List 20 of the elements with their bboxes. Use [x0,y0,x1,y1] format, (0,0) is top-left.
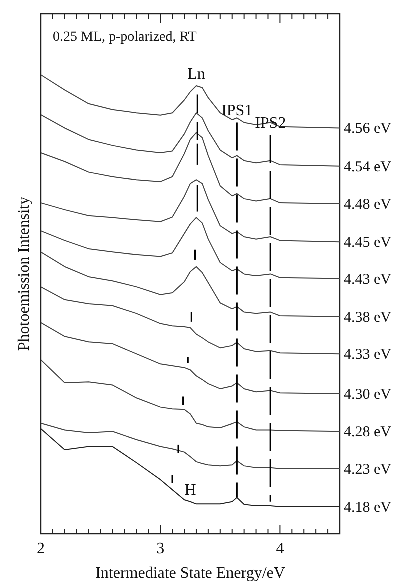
annotation: H [184,482,197,499]
x-tick-label: 4 [276,540,284,558]
annotation: Ln [188,66,206,84]
series-label: 4.33 eV [344,347,392,364]
series-label: 4.45 eV [344,235,392,252]
series-label: 4.54 eV [344,159,392,176]
y-axis-title: Photoemission Intensity [16,196,33,352]
x-axis-title: Intermediate State Energy/eV [96,565,286,582]
series-label: 4.23 eV [344,462,392,478]
series-label: 4.28 eV [344,424,392,441]
annotation: IPS1 [222,102,253,120]
series-label: 4.43 eV [344,272,392,288]
text: 0.25 ML, p-polarized, RT [53,30,198,45]
series-label: 4.30 eV [344,387,392,404]
series-label: 4.56 eV [344,121,392,138]
x-tick-label: 3 [156,540,165,558]
x-tick-label: 2 [37,540,45,558]
series-label: 4.18 eV [344,500,392,516]
series-label: 4.48 eV [344,196,392,213]
series-label: 4.38 eV [344,310,392,326]
